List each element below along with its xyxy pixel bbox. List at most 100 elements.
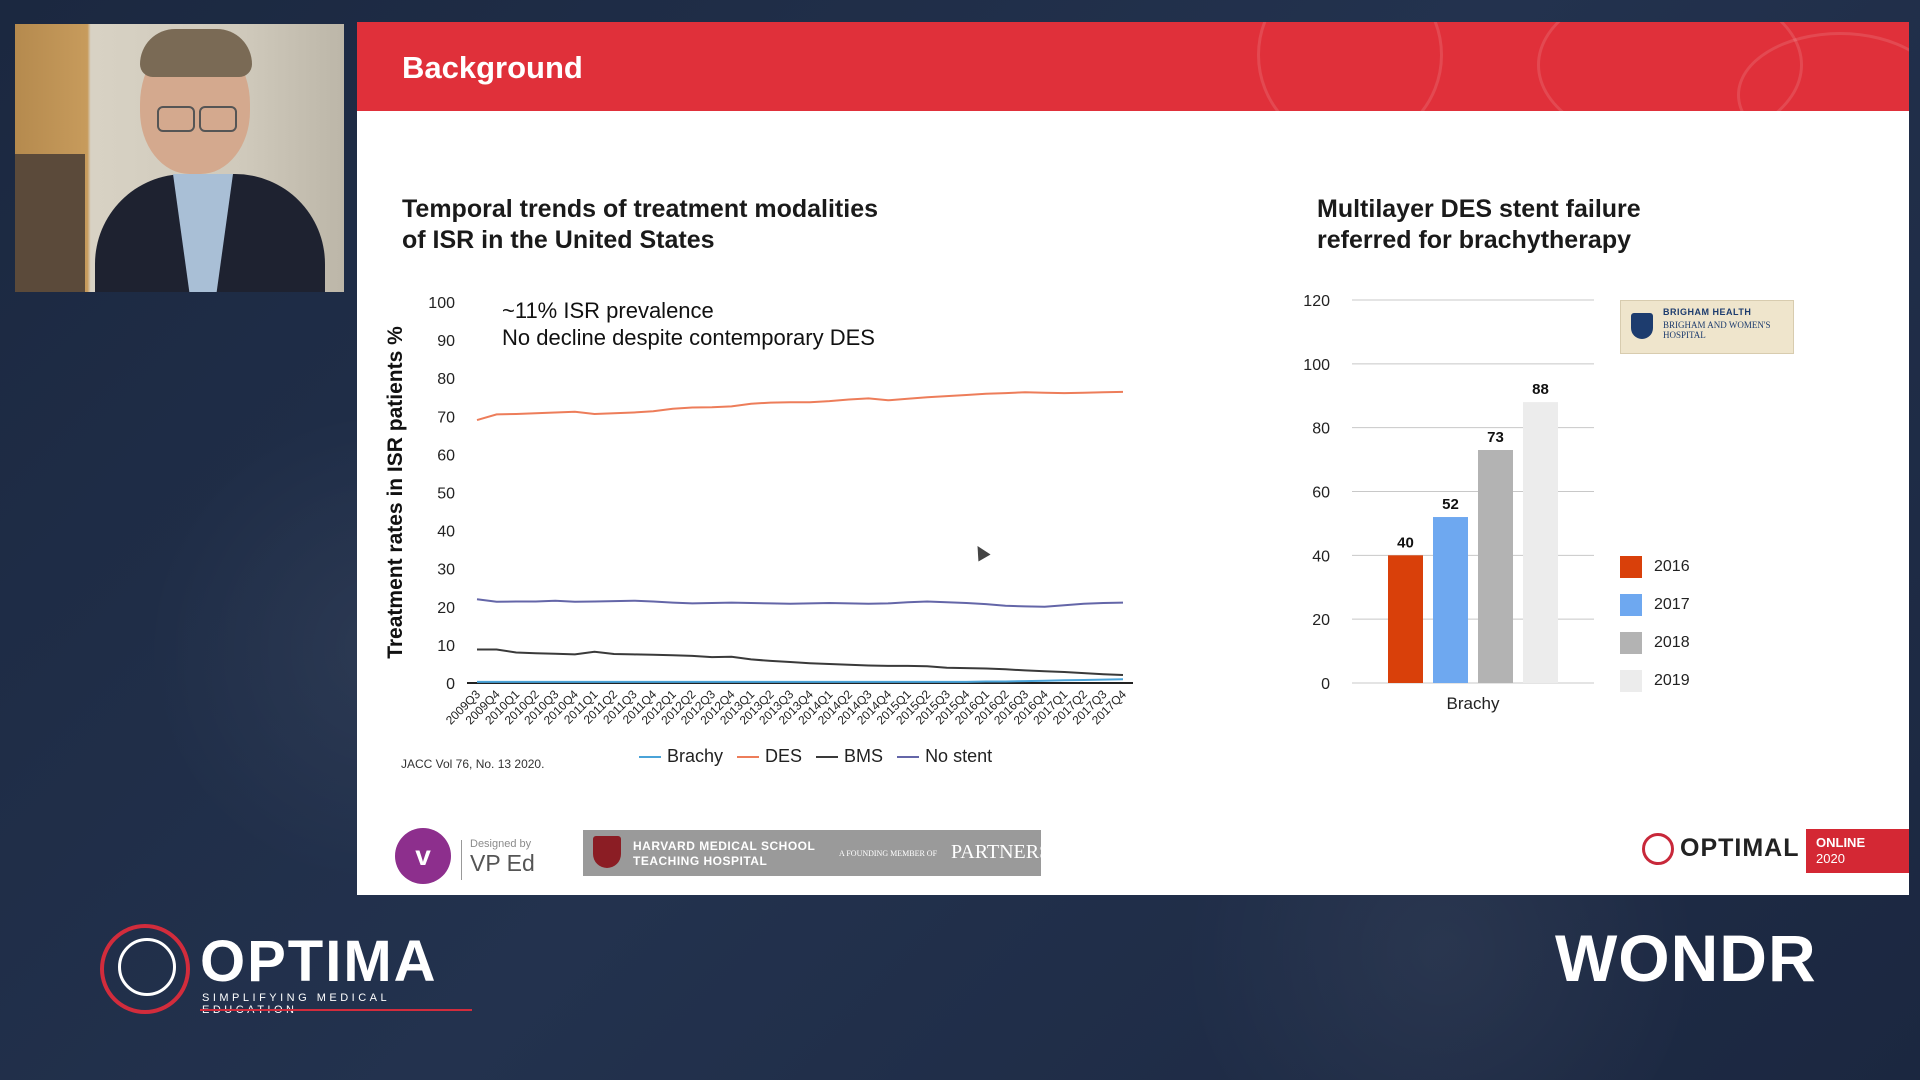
isr-trend-line-chart: 0 10 20 30 40 50 60 70 80 90 100 Treatment rates in… — [384, 295, 1133, 727]
bar-2017 — [1433, 517, 1468, 683]
bar-chart-title-line1: Multilayer DES stent failure — [1317, 195, 1641, 223]
bar-chart-title-line2: referred for brachytherapy — [1317, 226, 1632, 254]
optima-tagline: SIMPLIFYING MEDICAL EDUCATION — [202, 992, 390, 1016]
harvard-crest-icon — [593, 836, 621, 868]
optimal-swirl-icon — [1642, 833, 1674, 865]
y-tick-label: 10 — [437, 638, 455, 655]
wondr-logo: WONDR — [1555, 921, 1817, 995]
y-tick-label: 100 — [428, 295, 455, 312]
y-tick-label: 0 — [446, 676, 455, 693]
legend-label: BMS — [844, 746, 884, 766]
vp-ed-wordmark: VP Ed — [470, 850, 535, 876]
legend-item-brachy: Brachy — [639, 746, 723, 767]
y-tick-label: 60 — [437, 447, 455, 464]
bar-chart-title: Multilayer DES stent failure referred fo… — [1317, 194, 1737, 256]
legend-item-des: DES — [737, 746, 802, 767]
line-chart-title: Temporal trends of treatment modalities … — [402, 194, 1002, 256]
bar-2019 — [1523, 402, 1558, 683]
brigham-logo-line2: BRIGHAM AND WOMEN'S HOSPITAL — [1663, 320, 1771, 340]
bar-2018 — [1478, 450, 1513, 683]
legend-label: No stent — [925, 746, 993, 766]
partners-wordmark: PARTNERS. — [951, 841, 1056, 863]
chart-annotation-prevalence: ~11% ISR prevalence — [502, 298, 714, 323]
optima-swirl-icon — [100, 924, 190, 1014]
line-chart-legend: Brachy DES BMS No stent — [639, 746, 992, 767]
legend-swatch — [1620, 594, 1642, 616]
legend-label: DES — [765, 746, 803, 766]
y-tick-label: 80 — [1312, 421, 1330, 438]
bar-chart-legend: 2016 2017 2018 2019 — [1620, 548, 1690, 700]
y-tick-label: 20 — [1312, 612, 1330, 629]
y-tick-label: 0 — [1321, 676, 1330, 693]
brigham-hospital-logo: BRIGHAM HEALTH BRIGHAM AND WOMEN'S HOSPI… — [1620, 300, 1794, 354]
vp-ed-logo-icon: v — [395, 828, 451, 884]
legend-label: Brachy — [667, 746, 724, 766]
legend-item-2019: 2019 — [1620, 662, 1690, 700]
legend-item-2018: 2018 — [1620, 624, 1690, 662]
online-2020-badge: ONLINE 2020 — [1806, 829, 1909, 873]
line-chart-title-line2: of ISR in the United States — [402, 226, 715, 254]
optimal-slide-logo: OPTIMAL — [1642, 829, 1802, 871]
harvard-banner-line1: HARVARD MEDICAL SCHOOL — [633, 839, 816, 853]
presenter-hair — [140, 29, 252, 77]
header-decoration — [1257, 22, 1443, 111]
line-chart-title-line1: Temporal trends of treatment modalities — [402, 195, 879, 223]
presentation-slide: Background Temporal trends of treatment … — [357, 22, 1909, 895]
bar-2016 — [1388, 555, 1423, 683]
y-tick-label: 50 — [437, 486, 455, 503]
slide-title: Background — [402, 50, 583, 85]
legend-label: 2018 — [1654, 634, 1690, 651]
series-line-no-stent — [476, 598, 1124, 608]
y-tick-label: 90 — [437, 333, 455, 350]
vp-designed-by-text: Designed by — [470, 838, 532, 850]
legend-item-2016: 2016 — [1620, 548, 1690, 586]
bar-value-label: 52 — [1442, 496, 1459, 513]
y-tick-label: 70 — [437, 409, 455, 426]
harvard-banner-member-text: A FOUNDING MEMBER OF — [839, 849, 938, 858]
optimal-wordmark: OPTIMAL — [1680, 834, 1800, 862]
chart-annotation-des: No decline despite contemporary DES — [502, 325, 875, 350]
y-tick-label: 80 — [437, 371, 455, 388]
y-tick-label: 100 — [1303, 357, 1330, 374]
optima-underline — [200, 1009, 472, 1011]
legend-label: 2016 — [1654, 558, 1690, 575]
optima-broadcast-logo: OPTIMA SIMPLIFYING MEDICAL EDUCATION — [100, 920, 480, 1020]
slide-header-bar: Background — [357, 22, 1909, 111]
optima-swirl-inner-icon — [118, 938, 176, 996]
y-tick-label: 20 — [437, 600, 455, 617]
legend-swatch — [897, 755, 920, 758]
y-tick-label: 30 — [437, 562, 455, 579]
x-category-label: Brachy — [1447, 694, 1500, 713]
legend-item-no-stent: No stent — [897, 746, 992, 767]
legend-swatch — [1620, 632, 1642, 654]
y-tick-label: 40 — [437, 524, 455, 541]
online-badge-line1: ONLINE — [1816, 835, 1866, 850]
series-line-des — [476, 390, 1124, 422]
bar-value-label: 88 — [1532, 381, 1549, 398]
glasses-left-lens — [157, 106, 195, 132]
y-tick-label: 120 — [1303, 293, 1330, 310]
legend-label: 2017 — [1654, 596, 1690, 613]
brachy-bar-chart: 0 20 40 60 80 100 120 40 52 73 88 Brachy — [1303, 293, 1594, 713]
legend-swatch — [1620, 556, 1642, 578]
y-tick-label: 40 — [1312, 548, 1330, 565]
legend-swatch — [1620, 670, 1642, 692]
bar-value-label: 73 — [1487, 429, 1504, 446]
legend-item-2017: 2017 — [1620, 586, 1690, 624]
legend-swatch — [816, 755, 839, 758]
brigham-logo-line1: BRIGHAM HEALTH — [1663, 307, 1752, 317]
y-tick-label: 60 — [1312, 485, 1330, 502]
legend-swatch — [639, 755, 661, 758]
logo-divider — [461, 840, 462, 880]
series-line-brachy — [477, 678, 1124, 683]
legend-swatch — [737, 755, 760, 758]
harvard-banner-line2: TEACHING HOSPITAL — [633, 854, 768, 868]
harvard-teaching-hospital-banner: HARVARD MEDICAL SCHOOL TEACHING HOSPITAL… — [583, 830, 1055, 876]
legend-label: 2019 — [1654, 672, 1690, 689]
series-line-bms — [477, 648, 1124, 676]
background-shelf — [15, 154, 85, 292]
presenter-video-feed — [15, 24, 344, 292]
optima-wordmark: OPTIMA — [200, 929, 438, 994]
citation-reference: JACC Vol 76, No. 13 2020. — [401, 757, 545, 771]
online-badge-line2: 2020 — [1816, 851, 1845, 866]
